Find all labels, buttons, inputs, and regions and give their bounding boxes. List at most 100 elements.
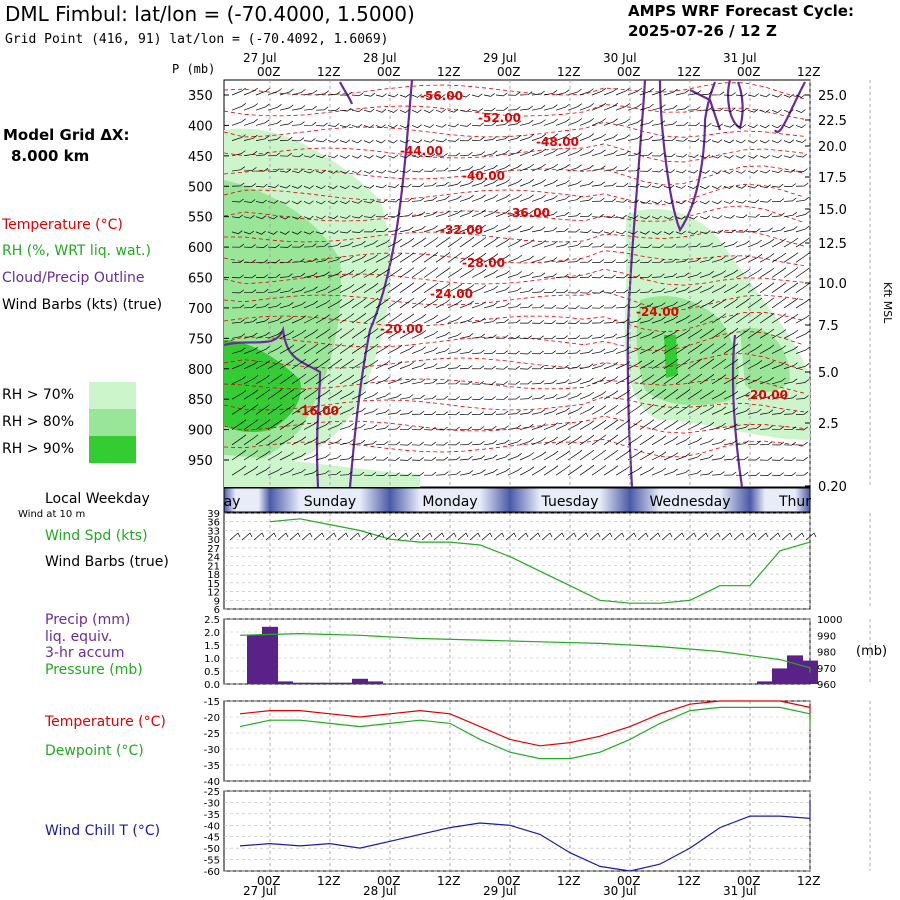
wind-barb: [783, 197, 797, 202]
wind-barb: [399, 282, 415, 293]
wind-barb: [483, 93, 496, 97]
wind-barb: [363, 139, 374, 144]
wind-barb: [771, 297, 787, 309]
wind-barb: [795, 426, 809, 431]
hour-tick-bottom: 00Z: [737, 874, 761, 888]
wind-barb: [543, 195, 558, 202]
wind-barb: [447, 299, 463, 309]
wind-barb: [243, 419, 259, 430]
wind-barb: [399, 361, 414, 370]
wind-barb: [279, 344, 295, 354]
wind-barb: [315, 200, 326, 205]
wind-barb: [375, 93, 387, 97]
wind-barb: [435, 124, 447, 128]
wind-barb: [435, 331, 450, 339]
wind-barb: [603, 150, 618, 157]
wind-barb: [735, 139, 746, 144]
wind-barb: [315, 328, 331, 339]
wind-barb: [639, 184, 652, 188]
wind-barb: [519, 271, 534, 278]
wind-barb: [495, 381, 508, 385]
temperature-line: [239, 700, 811, 747]
wind-barb: [747, 253, 763, 263]
wind-barb: [795, 346, 810, 354]
wind-barb: [327, 438, 342, 446]
wind-barb: [291, 344, 307, 354]
wind-barbs-field: [231, 87, 811, 476]
height-tick-label: 0.20: [818, 480, 847, 495]
wind-barb: [351, 471, 365, 476]
wind-barb: [507, 194, 523, 202]
wind-barb: [303, 329, 319, 339]
wind-barb: [447, 236, 463, 248]
wind-barb: [231, 333, 246, 339]
wind-barb: [459, 180, 474, 187]
wind-barb: [675, 469, 690, 476]
wind-barb: [291, 358, 307, 370]
wind-barb: [579, 434, 595, 446]
wind-barb: [519, 255, 534, 263]
wind-barb: [759, 238, 775, 248]
wind-barb: [687, 285, 702, 294]
cloud-outline: [774, 81, 806, 134]
wind-barb: [231, 214, 244, 219]
wind-barb: [435, 299, 451, 309]
wind-barb: [435, 210, 450, 218]
wind-barb: [603, 434, 619, 446]
wind-barb: [555, 421, 571, 430]
wind-barb: [783, 226, 798, 233]
wind-barb: [291, 243, 305, 248]
wind-barb: [327, 328, 343, 339]
wind-barb: [435, 347, 450, 354]
wind-barb: [231, 465, 247, 476]
wind-barb: [327, 215, 339, 220]
wind-barb: [231, 361, 246, 370]
wind-barb: [483, 136, 497, 141]
wind-barb: [591, 348, 606, 354]
wind-barb: [699, 438, 714, 446]
wind-barb: [411, 139, 423, 144]
wind-barb: [651, 120, 666, 126]
wind-barb: [519, 423, 534, 430]
wind-barb: [351, 298, 367, 309]
wind-barb: [747, 282, 763, 294]
wind-barb: [315, 106, 329, 111]
wind-barb: [291, 215, 302, 220]
wind-barb: [387, 124, 398, 129]
wind-barb: [543, 365, 557, 370]
wind-barb: [387, 328, 403, 339]
wind-barb: [543, 320, 556, 324]
wind-barb: [435, 283, 451, 294]
wind-barb: [519, 335, 532, 340]
wind-barb: [459, 426, 473, 431]
wind-barb: [783, 154, 795, 158]
wind-barb: [567, 305, 580, 309]
wind-barb: [459, 236, 475, 248]
weekday-label: Tuesday: [541, 494, 599, 510]
wind-barb: [639, 303, 654, 309]
temperature-legend: Temperature (°C): [2, 217, 123, 233]
wind-barb: [783, 168, 796, 173]
wind-barb: [567, 258, 581, 263]
wind-barb: [699, 185, 710, 190]
wind-barb: [279, 88, 294, 96]
weekday-band: [750, 488, 810, 512]
wind-barb: [567, 421, 583, 430]
wind-barb: [675, 200, 686, 205]
wind-barb: [363, 343, 379, 354]
wind-barb: [279, 104, 294, 111]
wind-barb: [255, 274, 269, 278]
wind-barb: [255, 230, 266, 235]
wind-barb: [723, 407, 739, 415]
forecast-cycle-label: AMPS WRF Forecast Cycle:: [628, 2, 854, 20]
wind-barb: [759, 297, 775, 309]
wind-barb: [771, 329, 787, 339]
wind-barb: [627, 244, 640, 248]
wind-barb: [387, 344, 403, 354]
wind-barb: [603, 289, 617, 294]
dewpoint-series-legend: Dewpoint (°C): [45, 743, 144, 759]
wind-barb: [615, 166, 629, 172]
wind-barb: [327, 313, 343, 324]
weekday-label: Thur: [778, 494, 811, 510]
wind-barb: [363, 268, 379, 278]
